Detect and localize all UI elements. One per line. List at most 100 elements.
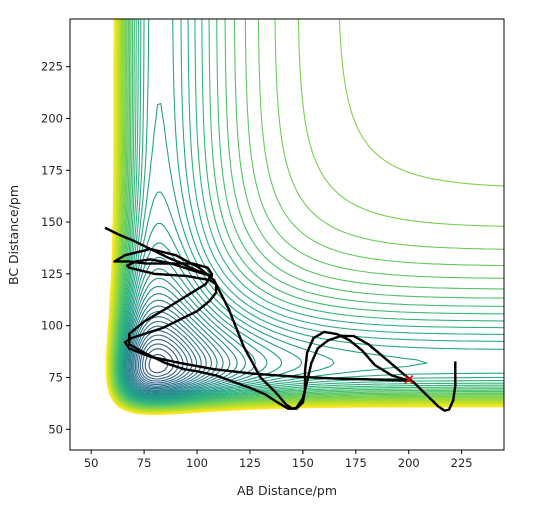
contour-line bbox=[142, 343, 179, 380]
trajectory-point bbox=[445, 408, 449, 412]
trajectory-point bbox=[345, 334, 348, 338]
trajectory-point bbox=[343, 377, 347, 381]
trajectory-point bbox=[304, 366, 307, 369]
y-tick-label: 200 bbox=[41, 111, 63, 125]
trajectory-point bbox=[118, 260, 122, 263]
trajectory-point bbox=[303, 370, 307, 373]
trajectory-point bbox=[124, 260, 127, 263]
y-tick-label: 175 bbox=[41, 163, 63, 177]
trajectory-point bbox=[343, 334, 346, 338]
trajectory-point bbox=[128, 260, 131, 263]
plot-frame bbox=[69, 18, 505, 451]
marker-x-stroke bbox=[404, 374, 414, 385]
trajectory-point bbox=[173, 262, 177, 265]
x-tick-label: 175 bbox=[345, 456, 367, 470]
trajectory-point bbox=[305, 351, 309, 354]
x-axis: 50 75 100 125 150 175 200 225 bbox=[84, 450, 473, 470]
trajectory-point bbox=[443, 409, 447, 412]
trajectory-point bbox=[303, 373, 307, 377]
trajectory-point bbox=[335, 377, 338, 380]
y-tick-label: 75 bbox=[48, 370, 63, 384]
trajectory-point bbox=[150, 262, 153, 265]
trajectory-point bbox=[133, 260, 137, 264]
x-tick-label: 200 bbox=[398, 456, 420, 470]
trajectory-point bbox=[175, 262, 178, 265]
trajectory-point bbox=[162, 262, 166, 265]
trajectory-point bbox=[346, 334, 350, 338]
contour-line bbox=[124, 268, 256, 397]
trajectory-point bbox=[182, 262, 186, 265]
contour-line bbox=[133, 320, 202, 388]
trajectory-point bbox=[339, 334, 343, 338]
trajectory-point bbox=[139, 259, 143, 263]
trajectory-point bbox=[454, 379, 457, 382]
y-tick-label: 100 bbox=[41, 319, 63, 333]
x-tick-label: 125 bbox=[239, 456, 261, 470]
contour-line bbox=[127, 293, 231, 394]
trajectory-point bbox=[454, 375, 457, 379]
trajectory-point bbox=[126, 260, 129, 263]
trajectory-point bbox=[350, 334, 354, 338]
trajectory-point bbox=[305, 356, 308, 360]
y-tick-label: 150 bbox=[41, 215, 63, 229]
x-tick-label: 100 bbox=[186, 456, 208, 470]
trajectory-point bbox=[305, 355, 309, 358]
y-tick-label: 225 bbox=[41, 60, 63, 74]
trajectory bbox=[104, 227, 457, 412]
contour-line bbox=[115, 19, 504, 406]
trajectory-point bbox=[313, 376, 317, 379]
trajectory-point bbox=[454, 370, 457, 373]
trajectory-point bbox=[139, 261, 142, 265]
trajectory-point bbox=[120, 260, 124, 263]
trajectory-point bbox=[304, 362, 308, 366]
trajectory-point bbox=[161, 262, 164, 265]
trajectory-point bbox=[347, 377, 351, 381]
x-tick-label: 150 bbox=[292, 456, 314, 470]
trajectory-point bbox=[128, 339, 131, 343]
trajectory-point bbox=[303, 375, 307, 379]
y-tick-label: 50 bbox=[48, 422, 63, 436]
trajectory-point bbox=[166, 262, 169, 265]
trajectory-point bbox=[372, 378, 375, 381]
contour-line bbox=[132, 316, 207, 390]
trajectory-point bbox=[340, 377, 344, 381]
contour-line bbox=[125, 277, 247, 396]
trajectory-point bbox=[137, 261, 140, 264]
trajectory-point bbox=[170, 262, 173, 265]
trajectory-point bbox=[454, 373, 457, 377]
trajectory-point bbox=[171, 262, 175, 265]
x-tick-label: 50 bbox=[84, 456, 99, 470]
trajectory-point bbox=[303, 368, 307, 371]
trajectory-point bbox=[293, 406, 296, 410]
trajectory-point bbox=[164, 262, 168, 265]
contour-line bbox=[134, 325, 198, 387]
trajectory-point bbox=[382, 378, 386, 382]
x-tick-label: 225 bbox=[451, 456, 473, 470]
trajectory-point bbox=[303, 377, 307, 381]
y-tick-label: 125 bbox=[41, 267, 63, 281]
trajectory-point bbox=[179, 262, 182, 265]
trajectory-point bbox=[365, 378, 368, 381]
x-tick-label: 75 bbox=[137, 456, 152, 470]
x-axis-label: AB Distance/pm bbox=[237, 483, 337, 498]
contour-line bbox=[139, 338, 184, 382]
trajectory-point bbox=[153, 262, 157, 265]
contour-line bbox=[114, 19, 504, 407]
y-axis: 50 75 100 125 150 175 200 225 bbox=[41, 60, 70, 436]
trajectory-point bbox=[303, 379, 307, 382]
trajectory-point bbox=[454, 377, 457, 380]
trajectory-point bbox=[368, 378, 372, 381]
trajectory-point bbox=[184, 262, 187, 265]
trajectory-point bbox=[122, 260, 125, 263]
trajectory-point bbox=[168, 262, 171, 265]
trajectory-point bbox=[291, 407, 294, 410]
trajectory-point bbox=[454, 361, 457, 364]
contour-lines bbox=[105, 19, 504, 415]
trajectory-point bbox=[454, 371, 457, 375]
trajectory-point bbox=[144, 262, 148, 265]
trajectory-point bbox=[157, 262, 161, 265]
trajectory-point bbox=[341, 334, 345, 338]
trajectory-point bbox=[452, 397, 455, 400]
trajectory-point bbox=[328, 377, 331, 380]
